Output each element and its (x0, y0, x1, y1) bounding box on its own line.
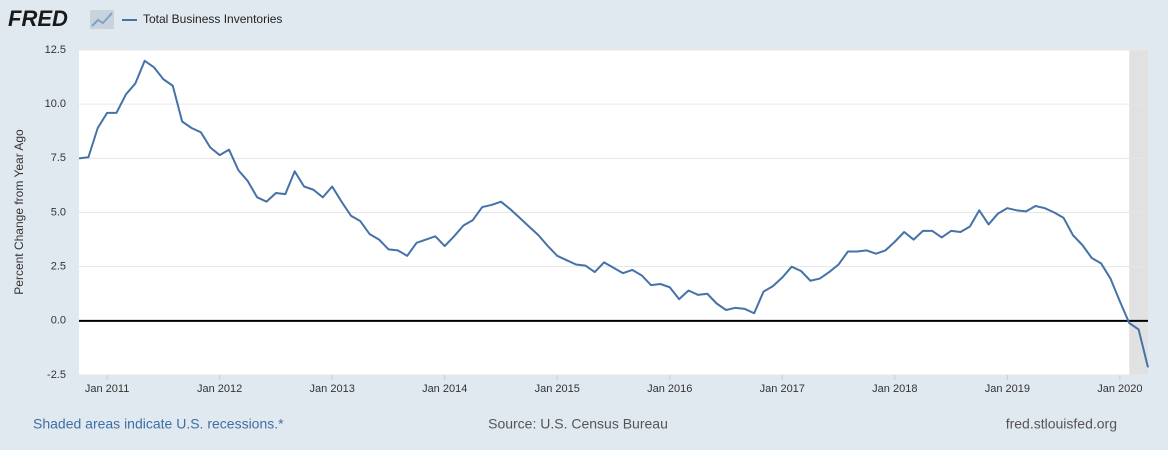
recession-note[interactable]: Shaded areas indicate U.S. recessions.* (33, 416, 284, 432)
x-tick-label: Jan 2019 (985, 383, 1030, 395)
x-tick-label: Jan 2015 (535, 383, 580, 395)
x-tick-label: Jan 2013 (310, 383, 355, 395)
x-tick-label: Jan 2014 (422, 383, 467, 395)
y-tick-label: 7.5 (51, 152, 66, 164)
y-tick-label: 10.0 (45, 98, 66, 110)
x-tick-label: Jan 2020 (1097, 383, 1142, 395)
y-tick-label: 0.0 (51, 315, 66, 327)
x-tick-label: Jan 2017 (760, 383, 805, 395)
legend-label: Total Business Inventories (143, 12, 282, 26)
x-tick-label: Jan 2011 (85, 383, 129, 395)
brand-logo[interactable]: FRED (8, 6, 68, 31)
y-axis-label: Percent Change from Year Ago (12, 129, 26, 295)
y-tick-label: 2.5 (51, 261, 66, 273)
y-tick-label: 12.5 (45, 44, 66, 56)
y-tick-label: 5.0 (51, 206, 66, 218)
logo-icon (90, 10, 114, 29)
source: Source: U.S. Census Bureau (488, 416, 668, 432)
site[interactable]: fred.stlouisfed.org (1006, 416, 1117, 432)
x-tick-label: Jan 2012 (197, 383, 242, 395)
series-line (78, 59, 1149, 368)
x-tick-label: Jan 2018 (872, 383, 917, 395)
x-tick-label: Jan 2016 (647, 383, 692, 395)
y-tick-label: -2.5 (47, 369, 66, 381)
